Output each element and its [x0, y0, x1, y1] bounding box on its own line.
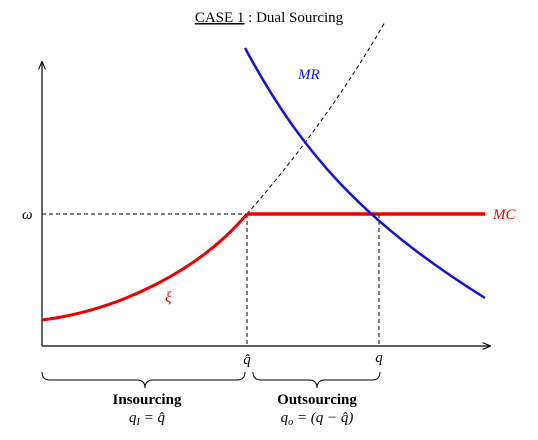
title: CASE 1 : Dual Sourcing — [195, 10, 344, 26]
formula-base: q — [129, 410, 137, 426]
insourcing-brace — [41, 371, 246, 389]
formula-base: q — [281, 410, 289, 426]
region-formula: qo = (q − q̂) — [281, 410, 354, 428]
xi-label: ξ — [165, 290, 172, 306]
title-case: CASE 1 — [195, 10, 245, 26]
formula-rest: = q̂ — [140, 410, 166, 426]
cost-continuation — [246, 21, 386, 215]
formula-sub: I — [136, 417, 141, 428]
mc-label: MC — [492, 207, 516, 223]
omega-label: ω — [22, 207, 33, 223]
region-name: Insourcing — [113, 392, 182, 408]
cost-curve — [41, 213, 249, 322]
formula-rest: = (q − q̂) — [293, 410, 353, 426]
region-formula: qI = q̂ — [129, 410, 165, 428]
region-name: Outsourcing — [277, 392, 357, 408]
q-hat-label: q̂ — [243, 352, 251, 368]
q-label: q — [375, 350, 383, 366]
outsourcing-brace — [252, 371, 381, 389]
title-rest: : Dual Sourcing — [248, 10, 343, 26]
formula-sub: o — [288, 417, 293, 428]
mr-label: MR — [297, 67, 320, 83]
mr-curve — [243, 47, 486, 300]
